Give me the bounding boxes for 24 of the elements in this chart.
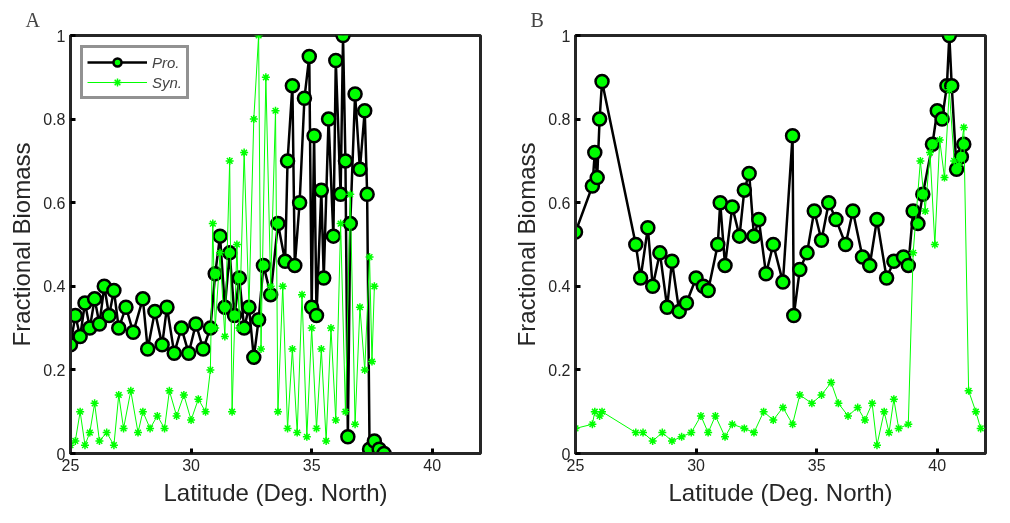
x-tick-label: 40: [928, 456, 947, 474]
y-tick-label: 0.6: [548, 194, 571, 212]
y-tick-label: 0.8: [548, 111, 571, 129]
y-tick-label: 0.4: [548, 278, 571, 296]
legend-label: Pro.: [152, 53, 180, 71]
x-axis-title: Latitude (Deg. North): [668, 478, 893, 506]
x-tick-label: 35: [807, 456, 826, 474]
y-tick-label: 0.8: [43, 111, 66, 129]
x-tick-label: 40: [423, 456, 442, 474]
y-axis-title: Fractional Biomass: [8, 142, 36, 347]
chart-title: B: [530, 8, 544, 31]
x-tick-label: 35: [302, 456, 321, 474]
y-tick-label: 0.4: [43, 278, 66, 296]
y-tick-label: 0.6: [43, 194, 66, 212]
x-tick-label: 30: [182, 456, 201, 474]
y-tick-label: 0.2: [548, 361, 571, 379]
x-tick-label: 30: [687, 456, 706, 474]
x-axis-title: Latitude (Deg. North): [163, 478, 388, 506]
y-tick-label: 0.2: [43, 361, 66, 379]
y-tick-label: 1: [561, 27, 571, 45]
y-axis-title: Fractional Biomass: [513, 142, 541, 347]
legend-label: Syn.: [152, 73, 183, 91]
y-tick-label: 1: [56, 27, 66, 45]
chart-title: A: [25, 8, 41, 31]
